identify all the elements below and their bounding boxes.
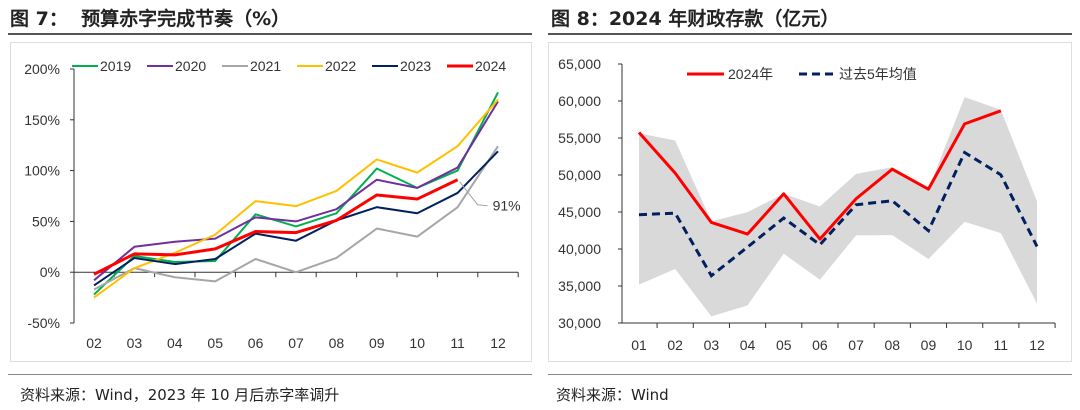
y-tick-label: 50,000 xyxy=(558,167,601,183)
y-tick-label: 45,000 xyxy=(558,204,601,220)
x-tick-label: 10 xyxy=(409,335,425,351)
y-tick-label: 150% xyxy=(24,112,60,128)
series-line-2020 xyxy=(93,100,499,282)
x-tick-label: 07 xyxy=(288,335,304,351)
y-tick-label: 40,000 xyxy=(558,241,601,257)
left-source-rule xyxy=(8,374,532,375)
left-title-rule xyxy=(8,33,532,35)
legend-label-2024: 2024 xyxy=(475,58,506,74)
x-tick-label: 11 xyxy=(450,335,465,351)
y-tick-label: 200% xyxy=(24,61,60,77)
legend-label-2020: 2020 xyxy=(175,58,206,74)
left-chart-frame xyxy=(10,42,532,362)
y-tick-label: 35,000 xyxy=(558,278,601,294)
x-tick-label: 06 xyxy=(812,337,828,353)
y-tick-label: -50% xyxy=(27,315,60,331)
series-line-2024 xyxy=(93,178,459,276)
x-tick-label: 03 xyxy=(127,335,143,351)
x-tick-label: 11 xyxy=(994,337,1009,353)
legend-label-2024: 2024年 xyxy=(728,66,773,82)
x-tick-label: 05 xyxy=(776,337,792,353)
x-tick-label: 08 xyxy=(884,337,900,353)
right-source: 资料来源：Wind xyxy=(556,386,669,404)
series-line-2024 xyxy=(637,109,1002,241)
x-tick-label: 09 xyxy=(921,337,937,353)
legend-label-2019: 2019 xyxy=(100,58,131,74)
x-tick-label: 10 xyxy=(957,337,973,353)
x-tick-label: 02 xyxy=(86,335,102,351)
x-tick-label: 08 xyxy=(329,335,345,351)
y-tick-label: 65,000 xyxy=(558,56,601,72)
x-tick-label: 09 xyxy=(369,335,385,351)
x-tick-label: 02 xyxy=(667,337,683,353)
y-tick-label: 50% xyxy=(32,213,60,229)
x-tick-label: 06 xyxy=(248,335,264,351)
y-tick-label: 30,000 xyxy=(558,315,601,331)
series-line-2022 xyxy=(93,98,499,299)
legend-label-5yr-avg: 过去5年均值 xyxy=(839,66,917,82)
right-title-rule xyxy=(548,33,1072,35)
y-tick-label: 60,000 xyxy=(558,93,601,109)
series-line-2021 xyxy=(93,145,499,291)
range-band xyxy=(639,97,1037,317)
left-chart-title: 图 7： 预算赤字完成节奏（%） xyxy=(10,8,291,30)
legend-label-2023: 2023 xyxy=(400,58,431,74)
x-tick-label: 07 xyxy=(848,337,864,353)
annotation-leader xyxy=(459,181,488,207)
x-tick-label: 12 xyxy=(1029,337,1045,353)
y-tick-label: 0% xyxy=(40,264,60,280)
y-tick-label: 55,000 xyxy=(558,130,601,146)
left-source: 资料来源：Wind，2023 年 10 月后赤字率调升 xyxy=(20,386,340,404)
legend-label-2022: 2022 xyxy=(325,58,356,74)
y-tick-label: 100% xyxy=(24,163,60,179)
series-line-2023 xyxy=(93,150,499,287)
series-line-2019 xyxy=(93,91,499,296)
annotation-label: 91% xyxy=(493,198,521,214)
x-tick-label: 05 xyxy=(207,335,223,351)
right-chart-frame xyxy=(548,42,1072,362)
x-tick-label: 01 xyxy=(631,337,647,353)
x-tick-label: 04 xyxy=(740,337,756,353)
right-source-rule xyxy=(548,374,1072,375)
legend-label-2021: 2021 xyxy=(250,58,281,74)
x-tick-label: 12 xyxy=(490,335,506,351)
right-chart-title: 图 8：2024 年财政存款（亿元） xyxy=(551,8,840,30)
series-line-5yr-avg xyxy=(638,150,1039,278)
x-tick-label: 04 xyxy=(167,335,183,351)
x-tick-label: 03 xyxy=(704,337,720,353)
